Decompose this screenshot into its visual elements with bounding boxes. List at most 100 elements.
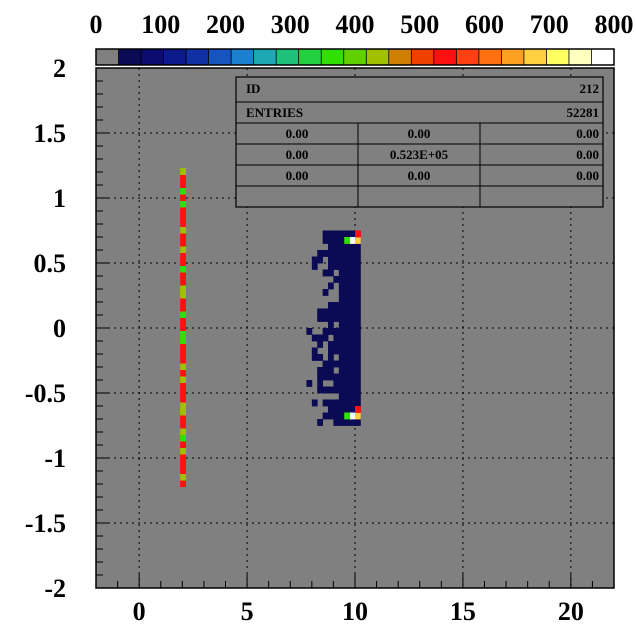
- strip-cell: [180, 187, 186, 195]
- block-cell: [344, 399, 351, 407]
- block-cell: [333, 250, 340, 257]
- y-tick-label: 1: [53, 184, 66, 213]
- block-cell: [349, 289, 356, 296]
- stats-cell: 0.00: [576, 168, 599, 183]
- block-cell: [349, 321, 356, 329]
- block-cell: [355, 354, 361, 361]
- block-cell: [349, 276, 356, 283]
- block-cell: [355, 341, 361, 348]
- block-cell: [311, 347, 318, 355]
- block-cell: [355, 347, 361, 355]
- block-cell: [344, 276, 351, 283]
- block-cell: [317, 308, 324, 316]
- block-cell: [333, 341, 340, 348]
- stats-cell: 0.523E+05: [390, 147, 449, 162]
- stats-id-value: 212: [580, 81, 600, 96]
- block-cell: [338, 315, 345, 322]
- strip-cell: [180, 304, 186, 312]
- stats-cell: 0.00: [408, 168, 431, 183]
- strip-cell: [180, 252, 186, 260]
- block-cell: [311, 354, 318, 361]
- colorbar-segment: [298, 49, 322, 65]
- block-cell: [355, 263, 361, 270]
- block-cell: [333, 406, 340, 413]
- stats-cell: 0.00: [286, 168, 309, 183]
- colorbar-segment: [208, 49, 232, 65]
- block-cell: [355, 282, 361, 290]
- block-cell: [349, 347, 356, 355]
- block-hot-cell: [355, 230, 361, 238]
- strip-cell: [180, 259, 186, 266]
- colorbar-tick-label: 500: [400, 10, 439, 39]
- block-cell: [349, 419, 356, 426]
- stats-entries-label: ENTRIES: [246, 105, 303, 120]
- block-cell: [355, 256, 361, 264]
- strip-cell: [180, 363, 186, 370]
- block-cell: [311, 334, 318, 342]
- block-cell: [333, 276, 340, 283]
- colorbar-tick-label: 400: [336, 10, 375, 39]
- axis-ticks: [96, 67, 615, 589]
- block-cell: [344, 354, 351, 361]
- block-cell: [338, 302, 345, 309]
- block-cell: [338, 341, 345, 348]
- strip-cell: [180, 415, 186, 422]
- block-cell: [344, 386, 351, 394]
- block-cell: [333, 347, 340, 355]
- strip-cell: [180, 467, 186, 474]
- block-cell: [338, 386, 345, 394]
- block-cell: [344, 230, 351, 238]
- block-cell: [349, 263, 356, 270]
- block-cell: [317, 315, 324, 322]
- block-cell: [355, 289, 361, 296]
- strip-cell: [180, 480, 186, 487]
- block-cell: [355, 250, 361, 257]
- block-cell: [338, 406, 345, 413]
- block-cell: [344, 295, 351, 303]
- stats-entries-value: 52281: [567, 105, 600, 120]
- x-tick-label: 10: [342, 597, 368, 626]
- strip-cell: [180, 356, 186, 364]
- strip-cell: [180, 272, 186, 279]
- stats-cell: 0.00: [576, 147, 599, 162]
- block-cell: [349, 406, 356, 413]
- block-cell: [355, 393, 361, 400]
- y-tick-label: -0.5: [25, 379, 66, 408]
- y-tick-label: 1.5: [34, 119, 67, 148]
- block-cell: [355, 243, 361, 251]
- colorbar-tick-label: 800: [595, 10, 634, 39]
- strip-cell: [180, 382, 186, 390]
- block-cell: [333, 334, 340, 342]
- strip-cell: [180, 298, 186, 305]
- stats-cell: 0.00: [408, 126, 431, 141]
- x-tick-label: 20: [558, 597, 584, 626]
- strip-cell: [180, 174, 186, 182]
- block-cell: [333, 237, 340, 244]
- block-cell: [322, 328, 329, 335]
- block-cell: [328, 321, 334, 329]
- strip-cell: [180, 291, 186, 299]
- strip-cell: [180, 233, 186, 240]
- block-cell: [328, 373, 334, 381]
- colorbar-segment: [231, 49, 255, 65]
- x-tick-label: 0: [133, 597, 146, 626]
- block-hot-cell: [355, 406, 361, 413]
- block-cell: [328, 250, 334, 257]
- block-cell: [355, 315, 361, 322]
- block-cell: [355, 269, 361, 277]
- strip-cell: [180, 239, 186, 247]
- strip-cell: [180, 408, 186, 416]
- block-cell: [355, 419, 361, 426]
- block-cell: [311, 263, 318, 270]
- block-cell: [338, 250, 345, 257]
- stats-cell: 0.00: [286, 147, 309, 162]
- strip-cell: [180, 168, 186, 175]
- block-cell: [328, 256, 334, 264]
- block-hot-cell: [344, 237, 351, 244]
- block-cell: [317, 250, 324, 257]
- block-cell: [338, 256, 345, 264]
- block-cell: [349, 295, 356, 303]
- strip-cell: [180, 220, 186, 227]
- y-tick-label: -1: [44, 444, 66, 473]
- stats-box-frame: [235, 76, 604, 208]
